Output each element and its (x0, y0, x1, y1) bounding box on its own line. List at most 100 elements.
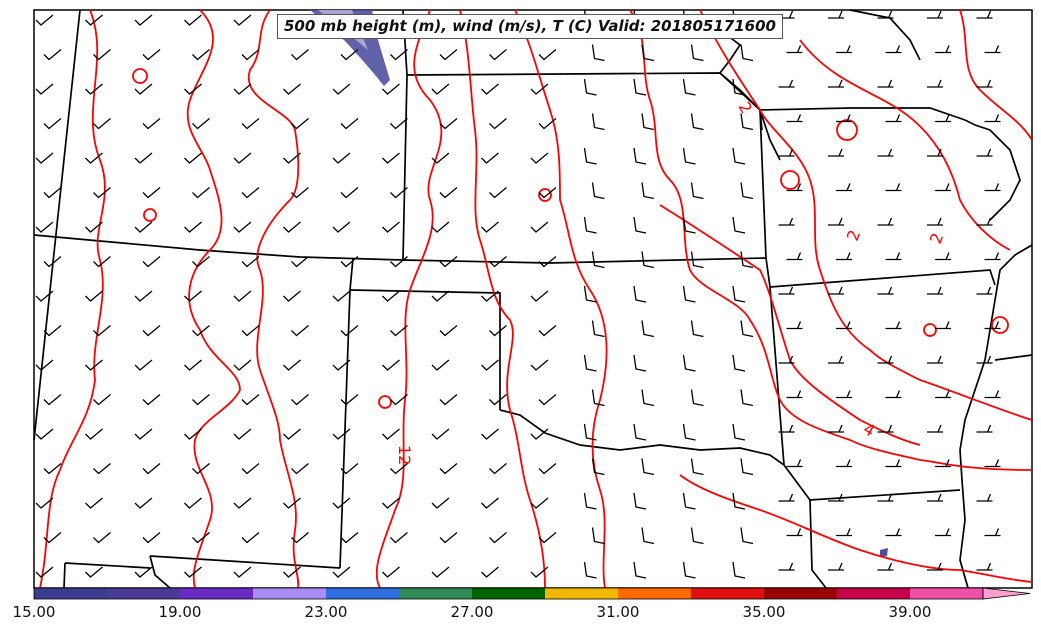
wind-barb (530, 221, 549, 233)
colorbar-segment (107, 588, 181, 599)
wind-barb (35, 290, 54, 302)
wind-barb (778, 355, 795, 364)
colorbar-tick-label: 23.00 (304, 603, 348, 621)
wind-barb (340, 394, 359, 406)
wind-barb (976, 10, 993, 19)
wind-barb (530, 566, 549, 578)
wind-barb (778, 79, 795, 88)
wind-barb (530, 428, 549, 440)
wind-barb (241, 49, 260, 61)
wind-barb (877, 562, 894, 571)
colorbar-segment (253, 588, 327, 599)
wind-barb (142, 187, 161, 199)
wind-barb (85, 14, 103, 26)
wind-barb (538, 325, 557, 337)
wind-barb (489, 394, 507, 406)
wind-barb (134, 221, 153, 233)
wind-barb (93, 256, 111, 268)
wind-barb (390, 394, 408, 406)
wind-barb (984, 183, 1001, 192)
wind-barb (192, 532, 210, 544)
wind-barb (641, 320, 655, 338)
wind-barb (927, 355, 943, 364)
wind-barb (591, 389, 605, 407)
wind-barb (332, 359, 351, 371)
wind-barb (431, 152, 450, 164)
wind-barb (340, 325, 359, 337)
wind-barb (340, 532, 359, 544)
wind-barb (233, 497, 252, 509)
wind-barb (134, 290, 153, 302)
wind-barb (134, 428, 153, 440)
wind-barb (538, 187, 557, 199)
wind-barb (682, 216, 696, 234)
colorbar-segment (399, 588, 473, 599)
wind-barb (885, 459, 902, 468)
wind-barb (481, 497, 499, 509)
wind-barb (85, 152, 103, 164)
wind-barb (538, 49, 557, 61)
border-nm-az (149, 555, 341, 569)
wind-barb (732, 78, 746, 96)
state-borders (33, 9, 1033, 589)
wind-barb (241, 187, 260, 199)
wind-barb (332, 290, 351, 302)
wind-barb (976, 148, 993, 157)
wind-barb (633, 561, 647, 579)
wind-barb (828, 286, 844, 295)
wind-barb (538, 118, 557, 130)
wind-barb (283, 497, 301, 509)
wind-barb (134, 14, 153, 26)
wind-barb (291, 325, 309, 337)
wind-barb (439, 532, 458, 544)
wind-barb (184, 497, 202, 509)
wind-barb (340, 49, 359, 61)
wind-barb (481, 428, 499, 440)
wind-barb (283, 152, 301, 164)
wind-barb (591, 320, 605, 338)
wind-barb (877, 286, 894, 295)
wind-barb (633, 147, 647, 165)
wind-barb (583, 561, 597, 579)
wind-barb (877, 493, 894, 502)
wind-barb (690, 113, 704, 131)
wind-barb (241, 394, 260, 406)
border-tn (994, 354, 1033, 361)
wind-barb (682, 354, 696, 372)
wind-barb (690, 182, 704, 200)
temp-contour-4 (375, 9, 443, 589)
wind-barb (927, 10, 943, 19)
wind-barb (85, 497, 103, 509)
border-ia (849, 9, 921, 61)
wind-barb (984, 390, 1001, 399)
wind-barb (690, 527, 704, 545)
colorbar-segment (691, 588, 765, 599)
wind-barb (439, 325, 458, 337)
wind-barb (93, 325, 111, 337)
temp-contour-7 (629, 9, 1033, 471)
wind-barb (690, 44, 704, 62)
wind-barb (332, 152, 351, 164)
wind-barb (93, 463, 111, 475)
wind-barb (591, 527, 605, 545)
wind-barb (633, 78, 647, 96)
wind-barb (984, 321, 1001, 330)
wind-barb (35, 359, 54, 371)
wind-barb (538, 532, 557, 544)
wind-barb (481, 83, 499, 95)
wind-barb (142, 49, 161, 61)
wind-barb (732, 492, 746, 510)
wind-barb (489, 463, 507, 475)
wind-barb (976, 286, 993, 295)
temp-contour-3 (247, 9, 300, 589)
colorbar-tick-label: 27.00 (450, 603, 494, 621)
wind-barb (786, 114, 803, 123)
temp-contour-blob-4 (143, 208, 157, 222)
colorbar-tick-label: 35.00 (742, 603, 786, 621)
wind-barb (481, 359, 499, 371)
colorbar-extension (982, 587, 1031, 600)
wind-barb (233, 290, 252, 302)
wind-barb (85, 566, 103, 578)
wind-barb (591, 458, 605, 476)
